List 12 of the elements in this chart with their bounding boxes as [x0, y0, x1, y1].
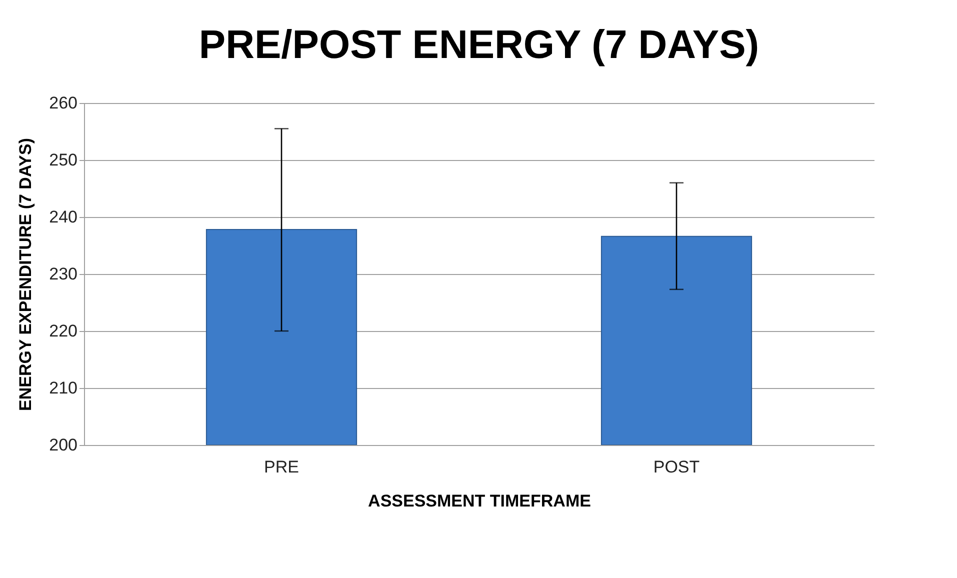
x-tick-label: PRE [264, 458, 299, 476]
y-tick-label: 210 [49, 378, 78, 398]
x-tick-label: POST [653, 458, 700, 476]
y-tick-label: 240 [49, 208, 78, 226]
y-tick-label: 220 [49, 322, 78, 340]
y-tick-label: 200 [49, 436, 78, 454]
chart-title: PRE/POST ENERGY (7 DAYS) [198, 23, 760, 67]
y-axis-title: ENERGY EXPENDITURE (7 DAYS) [16, 138, 36, 412]
x-axis-title: ASSESSMENT TIMEFRAME [368, 492, 591, 510]
y-tick-label: 230 [49, 264, 78, 284]
y-tick-label: 250 [49, 150, 78, 170]
y-tick-label: 260 [49, 94, 78, 112]
